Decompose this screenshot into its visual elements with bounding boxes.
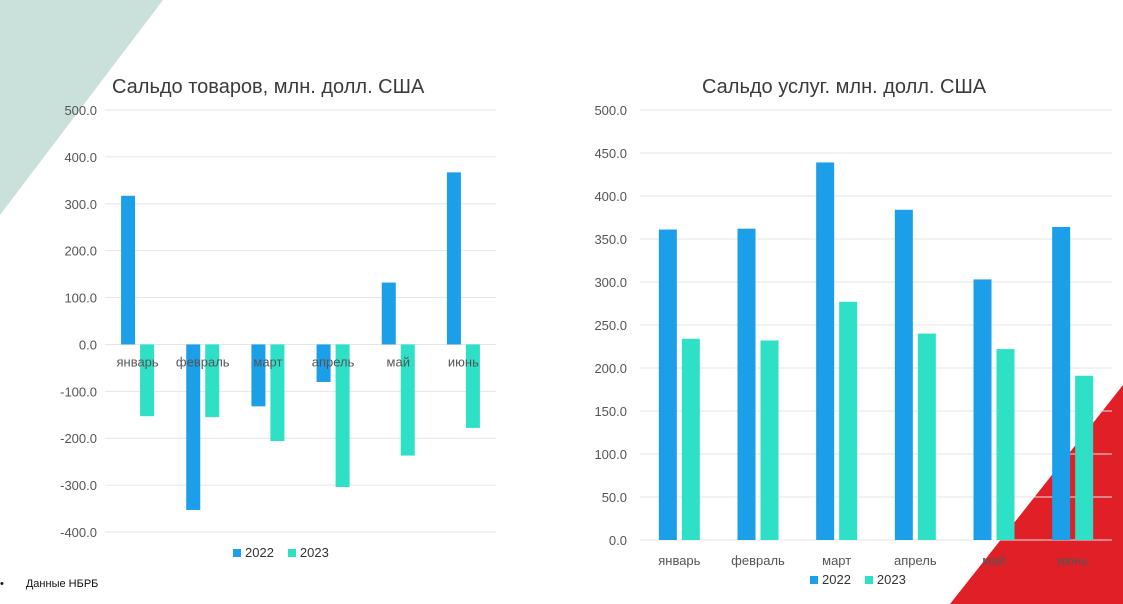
bar-2023: [205, 344, 220, 418]
x-category-label: май: [982, 553, 1005, 568]
bar-2022: [381, 282, 396, 345]
y-tick-label: 0.0: [609, 533, 627, 548]
x-category-label: апрель: [894, 553, 937, 568]
x-category-label: апрель: [312, 354, 355, 369]
x-category-label: май: [387, 354, 410, 369]
y-tick-label: 0.0: [79, 337, 97, 352]
bullet-marker: •: [0, 578, 4, 590]
bar-2023: [839, 301, 858, 540]
y-tick-label: 200.0: [594, 361, 627, 376]
bar-2023: [465, 344, 480, 428]
y-tick-label: -400.0: [60, 525, 97, 540]
x-category-label: март: [253, 354, 282, 369]
bar-2022: [121, 195, 136, 345]
legend-swatch-2022: [233, 548, 241, 557]
y-tick-label: -100.0: [60, 384, 97, 399]
bar-2022: [658, 229, 677, 541]
services-chart-legend: 2022 2023: [810, 572, 906, 587]
y-tick-label: 400.0: [594, 189, 627, 204]
bar-2023: [760, 340, 779, 540]
y-tick-label: 100.0: [594, 447, 627, 462]
legend-item-2022: 2022: [233, 545, 274, 560]
bar-2023: [996, 349, 1015, 540]
legend-label-2023: 2023: [876, 572, 906, 587]
y-tick-label: 300.0: [64, 197, 97, 212]
bar-2023: [335, 344, 350, 487]
x-category-label: март: [822, 553, 851, 568]
legend-swatch-2023: [864, 575, 873, 584]
bar-2022: [894, 209, 913, 540]
y-tick-label: 150.0: [594, 404, 627, 419]
services-balance-chart: 500.0 450.0 400.0 350.0 300.0 250.0 200.0 150.0…: [594, 103, 1112, 568]
y-tick-label: 450.0: [594, 146, 627, 161]
bar-2022: [973, 279, 992, 540]
source-note: • Данные НБРБ: [0, 578, 98, 590]
legend-label-2022: 2022: [822, 572, 851, 587]
bar-2022: [1052, 226, 1071, 540]
goods-balance-chart: 500.0 400.0 300.0 200.0 100.0 0.0 -100.0 -200.0…: [60, 103, 496, 540]
bar-2022: [251, 344, 266, 407]
y-tick-label: -200.0: [60, 431, 97, 446]
x-category-label: февраль: [176, 354, 230, 369]
teal-corner-triangle: [0, 0, 163, 215]
bar-2023: [140, 344, 155, 417]
x-category-label: февраль: [731, 553, 785, 568]
bar-2023: [917, 333, 936, 540]
x-category-label: июнь: [1057, 553, 1088, 568]
legend-item-2022: 2022: [810, 572, 851, 587]
x-category-label: январь: [116, 354, 158, 369]
y-tick-label: 100.0: [64, 291, 97, 306]
legend-label-2023: 2023: [299, 545, 329, 560]
y-tick-label: 500.0: [64, 103, 97, 118]
goods-chart-title: Сальдо товаров, млн. долл. США: [112, 76, 425, 98]
bar-2023: [270, 344, 285, 442]
bar-2022: [737, 228, 756, 540]
legend-swatch-2022: [810, 575, 818, 584]
legend-swatch-2023: [287, 548, 296, 557]
source-text: Данные НБРБ: [25, 578, 99, 590]
x-category-label: январь: [658, 553, 700, 568]
bar-2022: [186, 344, 201, 510]
y-tick-label: 350.0: [594, 232, 627, 247]
y-tick-label: 500.0: [594, 103, 627, 118]
y-tick-label: 400.0: [64, 150, 97, 165]
y-tick-label: 50.0: [602, 490, 627, 505]
bar-2022: [446, 172, 461, 345]
y-tick-label: 300.0: [594, 275, 627, 290]
bar-2023: [681, 338, 700, 540]
goods-chart-legend: 2022 2023: [233, 545, 329, 560]
services-chart-title: Сальдо услуг. млн. долл. США: [702, 76, 987, 98]
legend-item-2023: 2023: [287, 545, 329, 560]
legend-label-2022: 2022: [245, 545, 274, 560]
y-tick-label: 200.0: [64, 244, 97, 259]
bar-2022: [816, 162, 835, 540]
legend-item-2023: 2023: [864, 572, 906, 587]
y-tick-label: -300.0: [60, 478, 97, 493]
bar-2023: [400, 344, 415, 456]
bar-2022: [316, 344, 331, 382]
y-tick-label: 250.0: [594, 318, 627, 333]
bar-2023: [1075, 375, 1094, 540]
x-category-label: июнь: [448, 354, 479, 369]
